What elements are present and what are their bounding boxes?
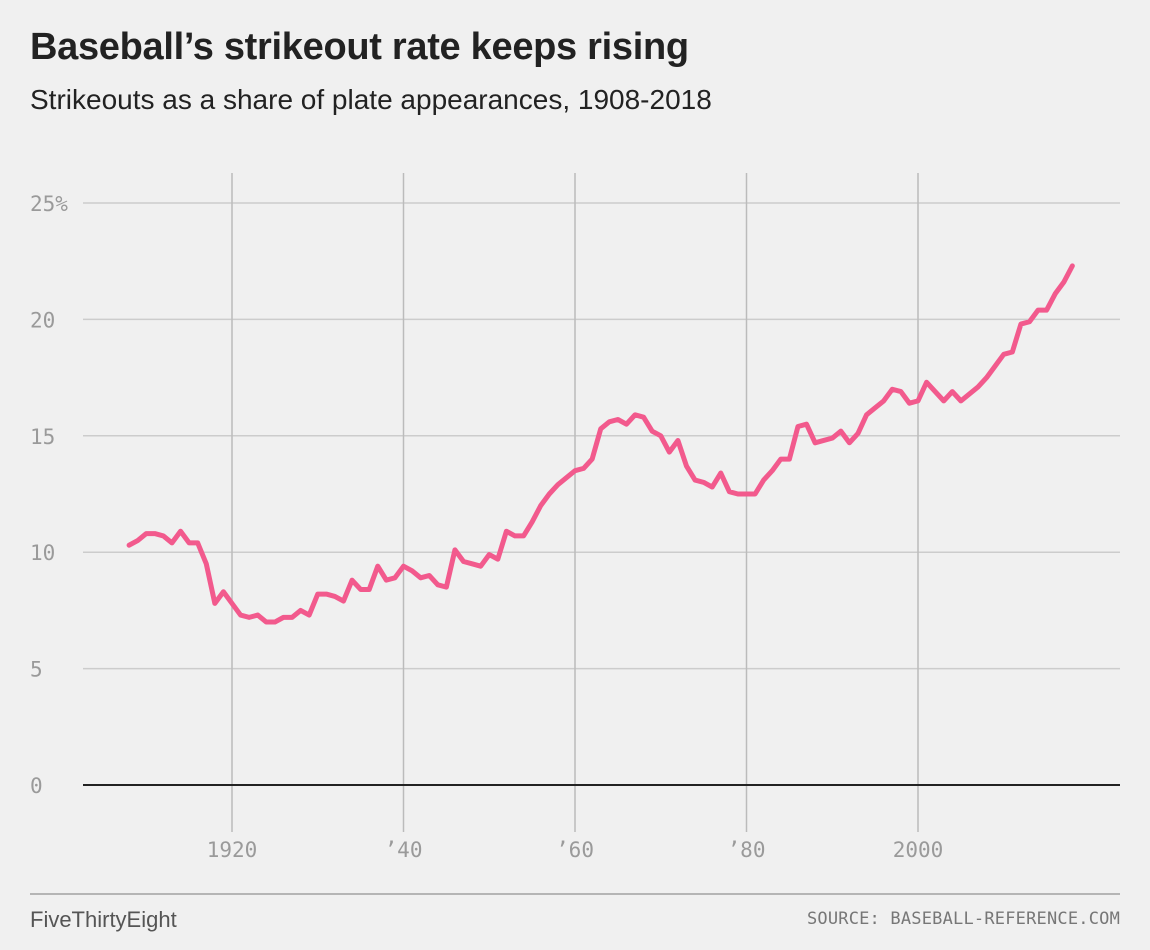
x-tick-label: ’60	[556, 838, 594, 862]
data-series	[126, 263, 1075, 625]
y-tick-label: 0	[30, 774, 43, 798]
y-axis-tick-labels: 0 5 10 15 20 25%	[30, 192, 68, 798]
source-label: SOURCE: BASEBALL-REFERENCE.COM	[806, 909, 1120, 929]
x-tick-label: 2000	[893, 838, 944, 862]
chart-title: Baseball’s strikeout rate keeps rising	[30, 26, 689, 68]
y-tick-label: 25%	[30, 192, 68, 216]
x-tick-label: 1920	[207, 838, 258, 862]
brand-label: FiveThirtyEight	[30, 907, 177, 932]
x-tick-label: ’80	[728, 838, 766, 862]
chart-subtitle: Strikeouts as a share of plate appearanc…	[30, 84, 712, 115]
strikeout-rate-line	[126, 263, 1075, 625]
horizontal-gridlines	[83, 202, 1120, 670]
footer-divider	[30, 893, 1120, 895]
y-tick-label: 20	[30, 308, 55, 332]
x-axis-tick-labels: 1920 ’40 ’60 ’80 2000	[207, 838, 944, 862]
y-tick-label: 5	[30, 658, 43, 682]
y-tick-label: 10	[30, 541, 55, 565]
x-tick-label: ’40	[385, 838, 423, 862]
vertical-gridlines	[231, 173, 919, 832]
y-tick-label: 15	[30, 425, 55, 449]
